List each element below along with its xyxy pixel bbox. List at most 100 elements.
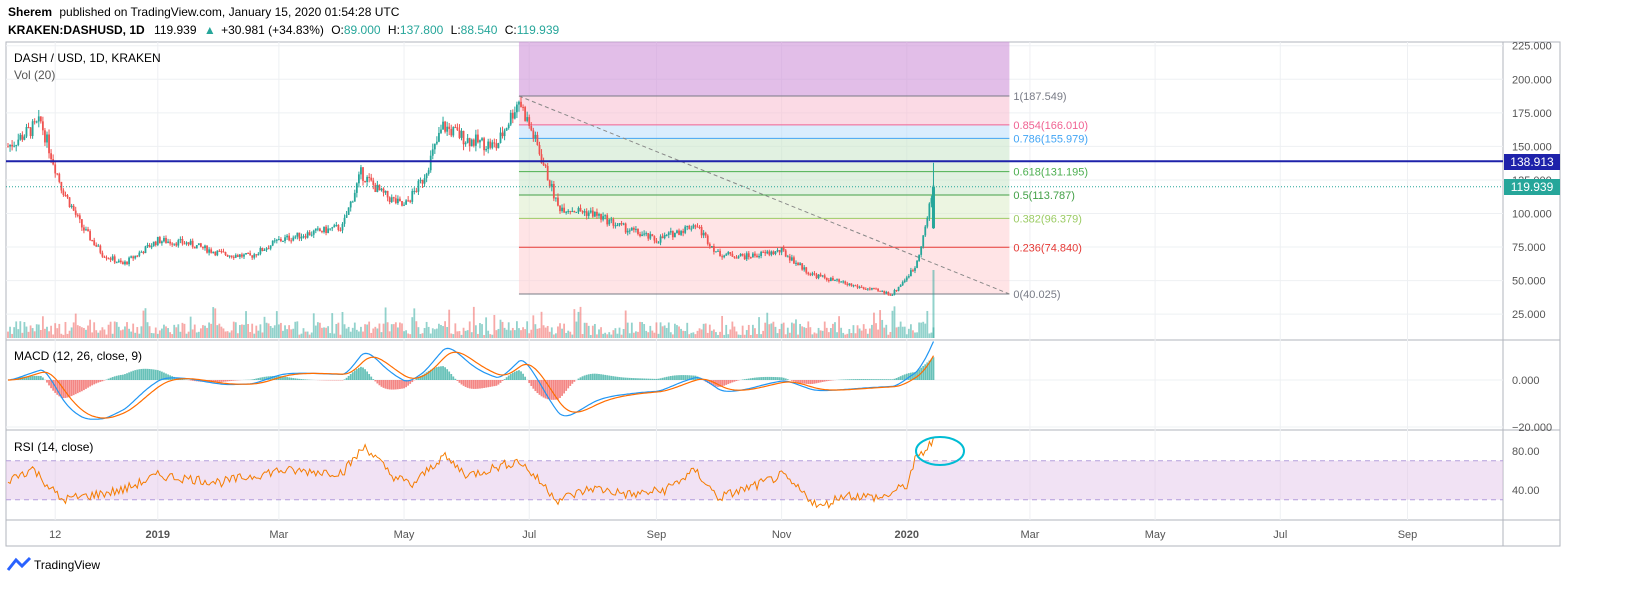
- candle-body: [487, 141, 490, 150]
- candle-body: [747, 253, 750, 258]
- macd-histogram-bar: [107, 378, 110, 380]
- candle-body: [224, 252, 227, 255]
- macd-histogram-bar: [380, 380, 383, 387]
- macd-histogram-bar: [895, 378, 898, 380]
- macd-histogram-bar: [450, 373, 453, 380]
- candle-body: [413, 190, 416, 192]
- volume-bar: [48, 331, 50, 338]
- candle-body: [347, 207, 350, 215]
- volume-bar: [854, 333, 857, 338]
- volume-bar: [282, 330, 284, 338]
- macd-histogram-bar: [926, 362, 929, 380]
- macd-histogram-bar: [657, 378, 660, 380]
- candle-body: [29, 127, 32, 137]
- volume-bar: [663, 325, 666, 338]
- macd-histogram-bar: [50, 380, 52, 389]
- candle-body: [739, 253, 742, 257]
- candle-body: [743, 255, 746, 260]
- candle-body: [138, 252, 141, 256]
- candle-body: [694, 225, 697, 227]
- macd-histogram-bar: [509, 374, 512, 380]
- price-tick-label: 75.000: [1512, 242, 1546, 254]
- candle-body: [548, 180, 551, 187]
- candle-body: [807, 272, 810, 275]
- macd-histogram-bar: [807, 380, 810, 385]
- candle-body: [920, 246, 923, 255]
- candle-body: [226, 254, 229, 257]
- volume-bar: [19, 321, 22, 338]
- macd-histogram-bar: [85, 380, 87, 389]
- volume-bar: [25, 326, 28, 338]
- volume-bar: [333, 333, 336, 338]
- volume-bar: [140, 326, 143, 338]
- macd-histogram-bar: [552, 380, 555, 400]
- macd-histogram-bar: [56, 380, 59, 395]
- volume-bar: [815, 333, 818, 338]
- candle-body: [284, 237, 286, 241]
- macd-histogram-bar: [829, 380, 832, 381]
- macd-histogram-bar: [109, 377, 112, 380]
- macd-histogram-bar: [554, 380, 557, 400]
- volume-bar: [456, 331, 459, 338]
- volume-bar: [630, 322, 633, 338]
- macd-histogram-bar: [503, 379, 506, 380]
- candle-body: [319, 228, 321, 232]
- candle-body: [717, 250, 719, 252]
- fibonacci-retracement[interactable]: 1(187.549) 0.854(166.010)0.786(155.979) 0.…: [518, 41, 1088, 301]
- candle-body: [378, 184, 381, 191]
- volume-label: Vol (20): [14, 68, 55, 82]
- macd-histogram-bar: [887, 379, 890, 380]
- macd-histogram-bar: [93, 380, 96, 385]
- candle-body: [464, 142, 467, 145]
- volume-bar: [862, 324, 865, 338]
- volume-bar: [7, 331, 9, 338]
- candle-body: [741, 253, 744, 256]
- volume-bar: [811, 334, 814, 338]
- macd-histogram-bar: [881, 379, 884, 380]
- volume-bar: [409, 334, 412, 338]
- volume-bar: [142, 310, 145, 338]
- time-tick-label: Jul: [1273, 529, 1287, 541]
- candle-body: [148, 245, 151, 248]
- volume-bar: [924, 323, 927, 338]
- candle-body: [85, 229, 87, 231]
- last-price-text: 119.939: [1511, 180, 1554, 194]
- volume-bar: [573, 309, 576, 338]
- candle-body: [573, 211, 576, 213]
- tradingview-logo[interactable]: TradingView: [6, 556, 100, 572]
- macd-signal-line: [8, 351, 935, 419]
- fib-level-label: 0.618(131.195): [1013, 167, 1088, 179]
- macd-histogram-bar: [353, 370, 356, 380]
- macd-histogram-bar: [536, 380, 539, 394]
- macd-histogram-bar: [374, 380, 377, 382]
- macd-histogram-bar: [495, 380, 498, 386]
- candlestick-series[interactable]: [7, 97, 935, 296]
- macd-histogram-bar: [464, 380, 467, 387]
- candle-body: [241, 254, 243, 257]
- volume-bar: [651, 330, 654, 338]
- volume-bar: [784, 334, 787, 338]
- macd-histogram-bar: [651, 378, 654, 380]
- volume-bar: [444, 321, 446, 338]
- volume-bar: [181, 322, 184, 338]
- volume-bar: [187, 331, 190, 338]
- volume-bar: [838, 316, 840, 338]
- candle-body: [575, 211, 578, 213]
- macd-histogram-bar: [304, 379, 307, 380]
- macd-histogram-bar: [626, 377, 629, 380]
- candle-body: [860, 286, 863, 288]
- volume-bar: [15, 321, 18, 338]
- candle-body: [308, 232, 311, 236]
- macd-histogram-bar: [425, 372, 428, 380]
- volume-bar: [253, 333, 256, 338]
- candle-body: [887, 291, 890, 295]
- candle-body: [146, 245, 149, 247]
- macd-histogram-bar: [690, 375, 693, 380]
- candle-body: [546, 165, 549, 181]
- candle-body: [832, 277, 834, 281]
- candle-body: [9, 144, 11, 147]
- candle-body: [538, 145, 541, 155]
- volume-bar: [347, 326, 350, 338]
- volume-bar: [39, 329, 42, 338]
